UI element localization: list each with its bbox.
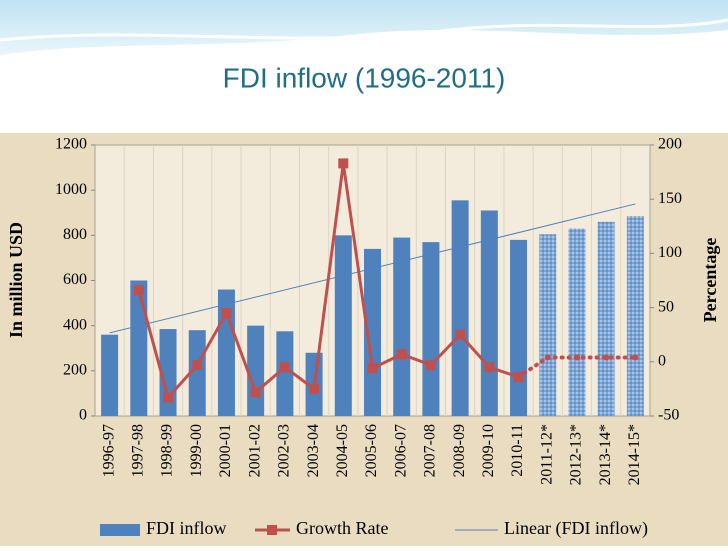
legend-label: Growth Rate <box>296 518 388 538</box>
x-tick-label: 2004-05 <box>334 424 351 477</box>
growth-marker <box>455 329 466 340</box>
x-tick-label: 1999-00 <box>188 424 205 477</box>
growth-marker <box>425 360 436 371</box>
bar <box>510 239 528 416</box>
slide-title: FDI inflow (1996-2011) <box>223 62 506 93</box>
y2-tick-label: 150 <box>658 190 682 207</box>
x-tick-label: 2008-09 <box>451 424 468 477</box>
x-tick-label: 2005-06 <box>363 424 380 477</box>
x-tick-label: 1996-97 <box>100 424 117 477</box>
x-tick-label: 1998-99 <box>159 424 176 477</box>
y2-tick-label: 200 <box>658 136 682 153</box>
growth-marker <box>250 387 261 398</box>
y-tick-label: 600 <box>63 271 87 288</box>
x-tick-label: 2013-14* <box>597 424 614 485</box>
x-tick-label: 2001-02 <box>246 424 263 477</box>
growth-marker <box>513 371 524 382</box>
growth-marker <box>279 362 290 373</box>
growth-marker <box>309 383 320 394</box>
x-tick-label: 2010-11 <box>509 424 526 477</box>
bar <box>539 234 557 416</box>
growth-marker <box>338 158 349 169</box>
x-tick-label: 2009-10 <box>480 424 497 477</box>
header-wave <box>0 0 728 55</box>
y2-tick-label: 100 <box>658 244 682 261</box>
growth-marker <box>221 308 232 319</box>
y-tick-label: 200 <box>63 362 87 379</box>
growth-marker <box>544 354 551 361</box>
growth-marker <box>632 354 639 361</box>
y2-axis-label: Percentage <box>700 238 720 323</box>
x-tick-label: 2003-04 <box>305 424 322 477</box>
bar <box>130 280 148 416</box>
legend-swatch <box>100 524 140 536</box>
y-tick-label: 800 <box>63 226 87 243</box>
x-tick-label: 2007-08 <box>422 424 439 477</box>
bar <box>247 325 265 416</box>
legend-label: Linear (FDI inflow) <box>504 518 648 539</box>
y-axis-label: In million USD <box>6 222 26 338</box>
growth-marker <box>367 363 378 374</box>
legend-swatch <box>267 525 277 535</box>
bar <box>334 235 352 416</box>
bar <box>451 200 469 416</box>
growth-marker <box>133 285 144 296</box>
growth-marker <box>603 354 610 361</box>
bar <box>626 216 644 416</box>
growth-line <box>137 163 520 401</box>
bar <box>597 221 615 416</box>
growth-marker <box>163 392 174 403</box>
bar <box>364 248 381 416</box>
growth-marker <box>396 349 407 360</box>
bar <box>188 330 206 416</box>
y-tick-label: 1000 <box>55 181 87 198</box>
x-tick-label: 2002-03 <box>276 424 293 477</box>
bar <box>393 237 411 416</box>
bar <box>276 331 294 416</box>
y-tick-label: 1200 <box>55 136 87 153</box>
legend-label: FDI inflow <box>146 518 227 538</box>
header-wave-line <box>0 18 728 42</box>
trend-line <box>109 203 636 334</box>
y2-tick-label: -50 <box>658 407 679 424</box>
x-tick-label: 2014-15* <box>626 424 643 485</box>
growth-marker <box>484 362 495 373</box>
y-tick-label: 0 <box>79 407 87 424</box>
x-tick-label: 1997-98 <box>129 424 146 477</box>
x-tick-label: 2012-13* <box>568 424 585 485</box>
bar <box>422 242 440 416</box>
y-tick-label: 400 <box>63 316 87 333</box>
x-tick-label: 2006-07 <box>392 424 409 477</box>
y2-tick-label: 0 <box>658 352 666 369</box>
x-tick-label: 2011-12* <box>538 424 555 485</box>
growth-marker <box>192 360 203 371</box>
y2-tick-label: 50 <box>658 298 674 315</box>
growth-marker <box>573 354 580 361</box>
bar <box>568 228 586 416</box>
x-tick-label: 2000-01 <box>217 424 234 477</box>
bar <box>101 334 119 416</box>
